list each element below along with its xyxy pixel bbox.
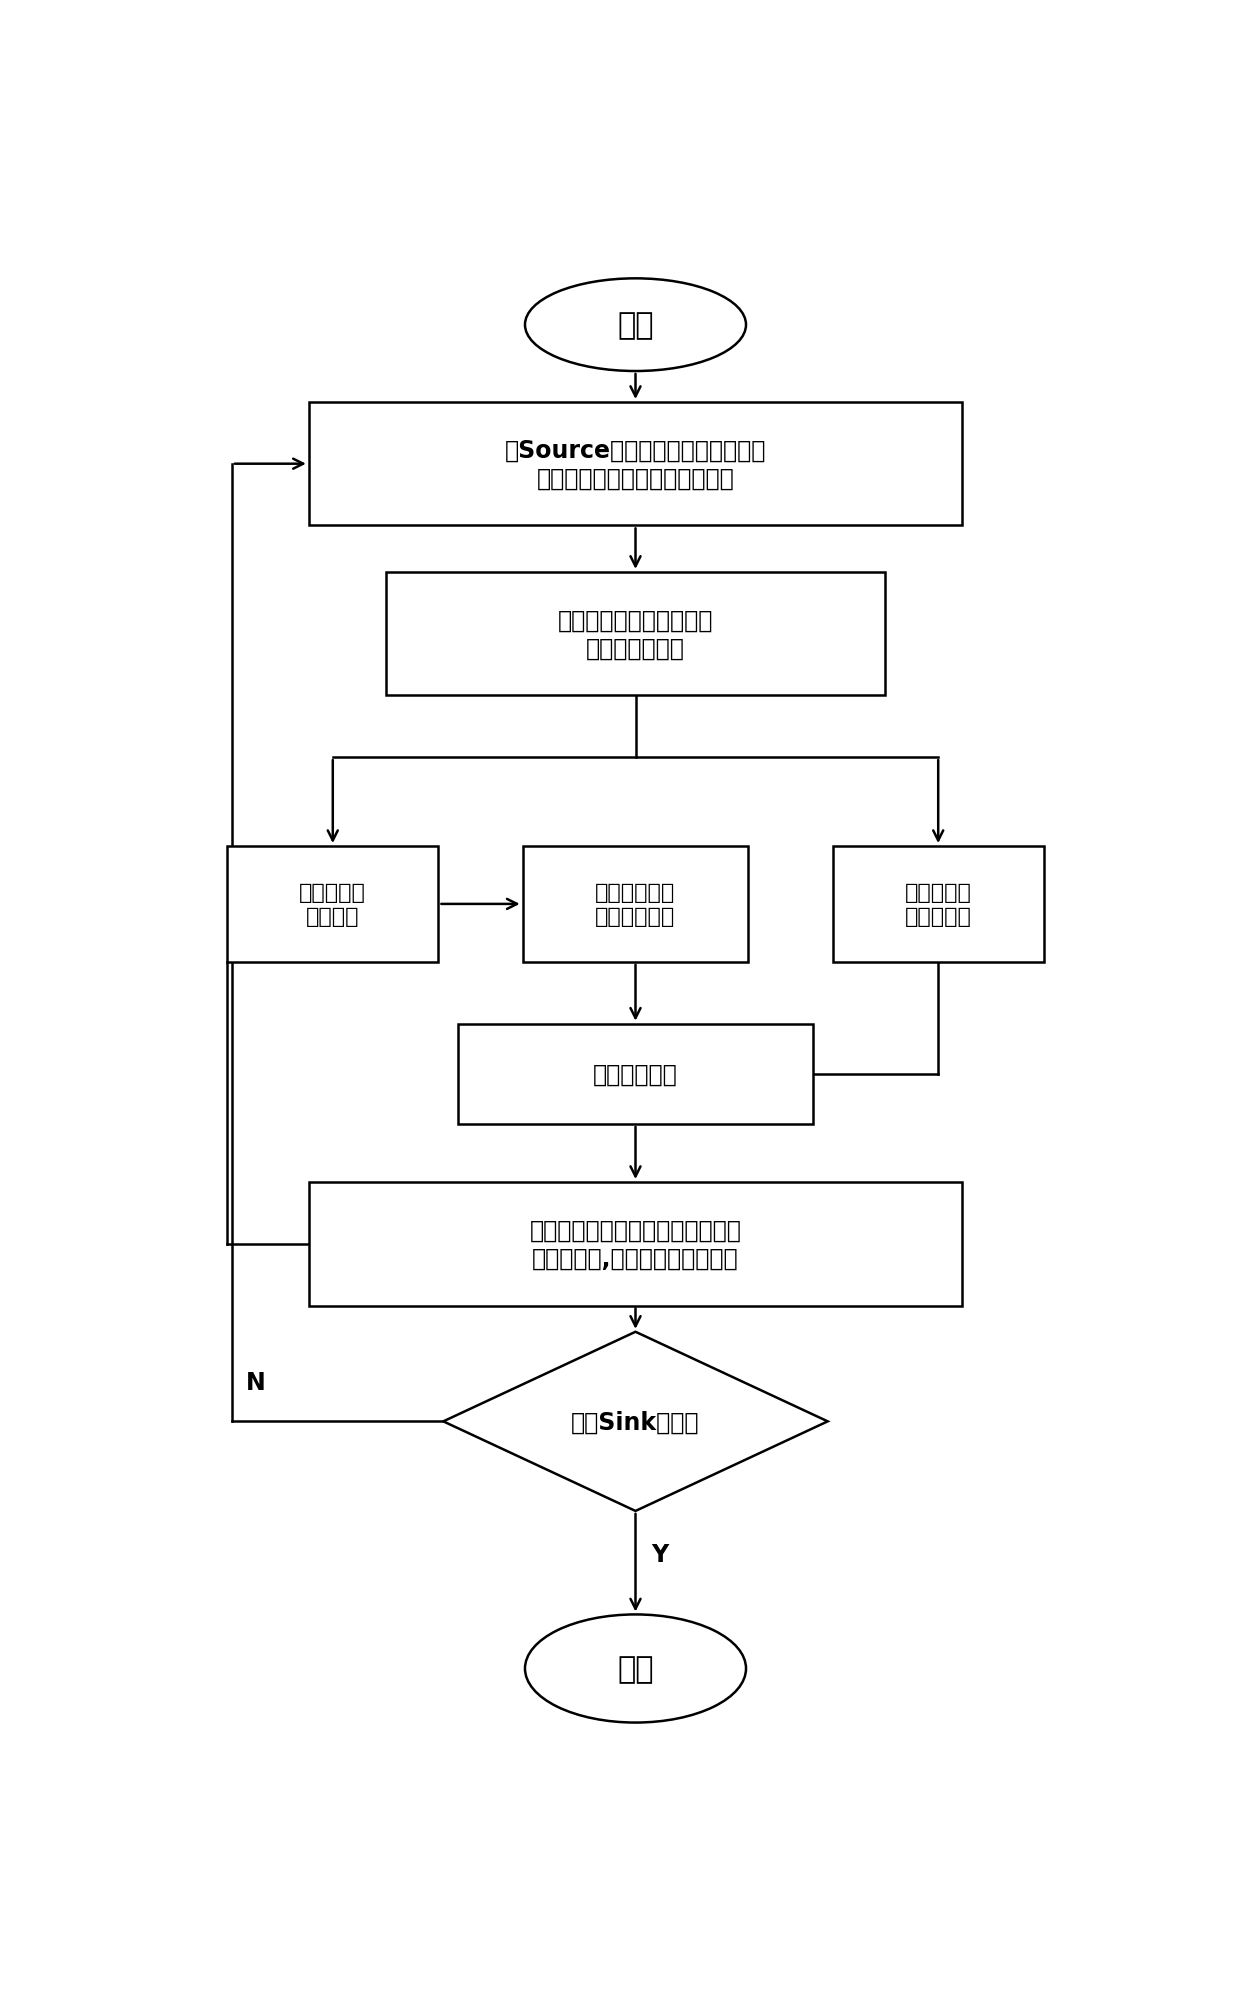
Text: 开始: 开始: [618, 311, 653, 341]
Text: 从Source节点开始，将当前节点的
周围可通信节点建立为决策方案: 从Source节点开始，将当前节点的 周围可通信节点建立为决策方案: [505, 439, 766, 491]
Text: 根据偏好确
定主观权重: 根据偏好确 定主观权重: [905, 882, 972, 926]
Bar: [832, 846, 1044, 962]
Bar: [227, 846, 439, 962]
Text: 计算综合评价值，选取最优的作为
下一跳节点,并将其设为当前节点: 计算综合评价值，选取最优的作为 下一跳节点,并将其设为当前节点: [529, 1219, 742, 1269]
Text: 规范化模糊
决策矩阵: 规范化模糊 决策矩阵: [299, 882, 366, 926]
Bar: [309, 403, 962, 525]
Bar: [458, 1025, 813, 1125]
Text: 结束: 结束: [618, 1654, 653, 1682]
Text: 根据属性分布
确定客观权重: 根据属性分布 确定客观权重: [595, 882, 676, 926]
Text: N: N: [246, 1369, 265, 1393]
Bar: [522, 846, 749, 962]
Text: 确定组合权重: 确定组合权重: [593, 1063, 678, 1087]
Text: 到达Sink节点？: 到达Sink节点？: [572, 1410, 699, 1434]
Text: 确定方案的模糊属性，建
立模糊评价矩阵: 确定方案的模糊属性，建 立模糊评价矩阵: [558, 608, 713, 660]
Bar: [309, 1183, 962, 1305]
Bar: [386, 573, 885, 696]
Polygon shape: [444, 1331, 828, 1512]
Text: Y: Y: [651, 1542, 668, 1566]
